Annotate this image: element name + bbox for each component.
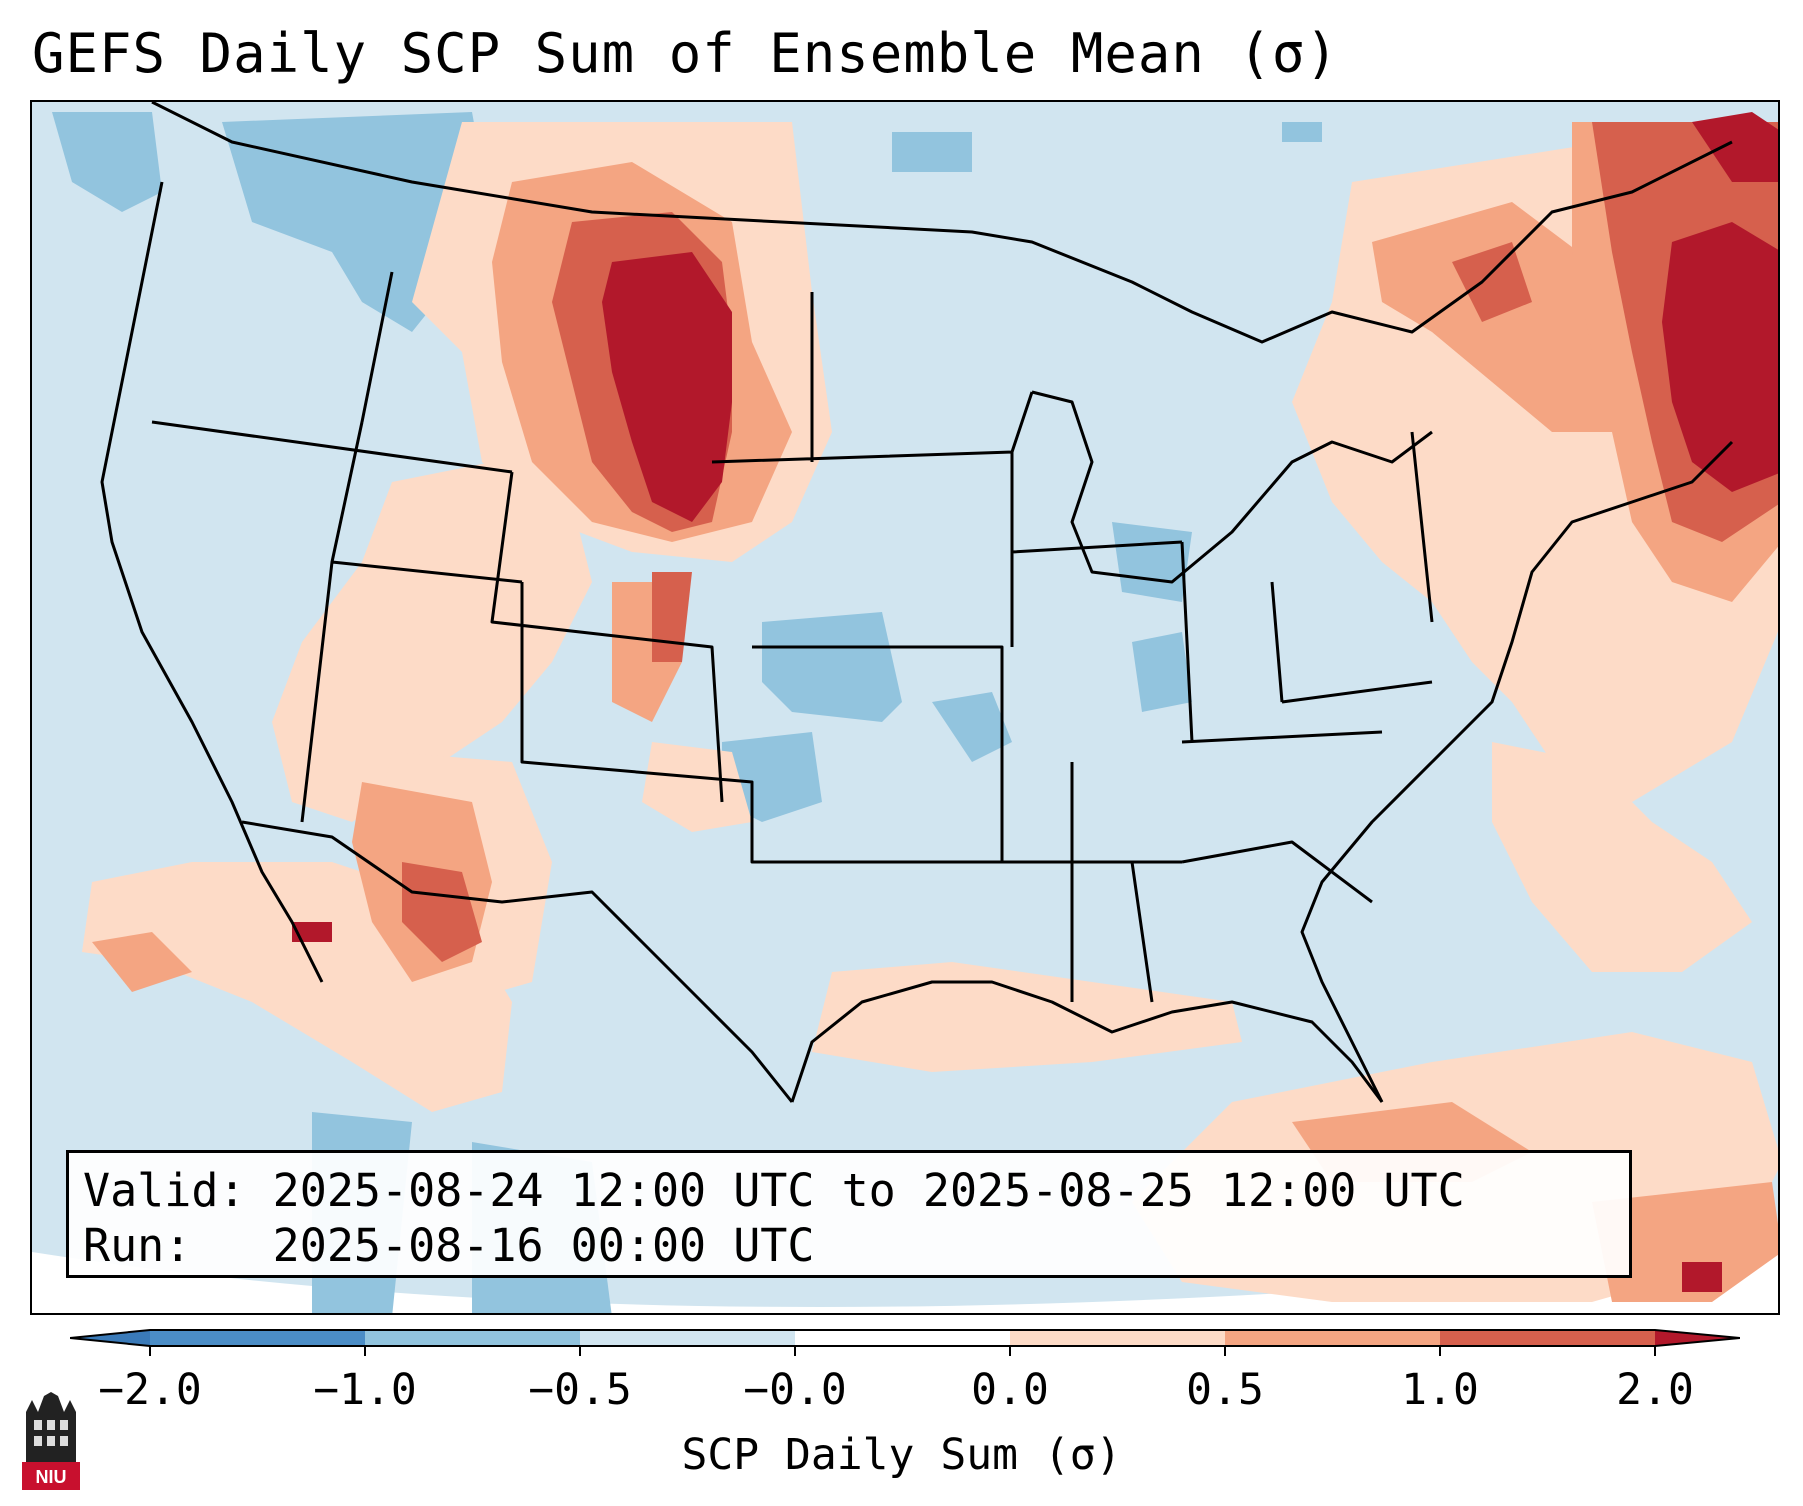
west-coast: [100, 181, 324, 983]
great-lakes: [1031, 390, 1433, 584]
us-mexico-border: [241, 820, 794, 1103]
colorbar-tick-label: 0.5: [1186, 1365, 1264, 1415]
colorbar-bin: [365, 1330, 580, 1346]
scp-map: [32, 102, 1778, 1313]
niu-logo: NIU: [22, 1392, 80, 1490]
valid-time-line: Valid: 2025-08-24 12:00 UTC to 2025-08-2…: [83, 1164, 1465, 1217]
valid-run-info-box: Valid: 2025-08-24 12:00 UTC to 2025-08-2…: [66, 1150, 1632, 1278]
colorbar-tick-label: −0.5: [528, 1365, 632, 1415]
colorbar-extend-low: [70, 1330, 150, 1346]
niu-badge: [22, 1462, 80, 1490]
southwest-max: [402, 862, 482, 962]
us-canada-border: [151, 102, 1733, 344]
colorbar-tick-label: 2.0: [1616, 1365, 1694, 1415]
state-lines: [151, 271, 1434, 1003]
colorbar-bin: [580, 1330, 795, 1346]
colorbar-ticks: [149, 1346, 1656, 1356]
run-time-line: Run: 2025-08-16 00:00 UTC: [83, 1219, 815, 1272]
colorbar-bin: [150, 1330, 365, 1346]
boundaries: [100, 102, 1734, 1103]
colorbar-tick-label: −0.0: [743, 1365, 847, 1415]
colorbar-bin: [1225, 1330, 1440, 1346]
map-panel: [30, 100, 1780, 1315]
colorbar: [70, 1329, 1740, 1356]
gulf-coast-band: [812, 962, 1242, 1072]
colorbar-extend-high: [1655, 1330, 1740, 1346]
tower-windows: [34, 1420, 68, 1446]
map-title: GEFS Daily SCP Sum of Ensemble Mean (σ): [32, 22, 1339, 85]
colorbar-tick-label: 1.0: [1401, 1365, 1479, 1415]
extreme-positive-regions: [292, 112, 1778, 1292]
colorbar-tick-label: −1.0: [313, 1365, 417, 1415]
niu-logo-text: NIU: [36, 1467, 67, 1487]
new-england-max: [1662, 222, 1778, 492]
east-coast: [1300, 440, 1734, 1103]
colorbar-bin: [1440, 1330, 1655, 1346]
colorbar-label: SCP Daily Sum (σ): [681, 1430, 1122, 1480]
colorbar-bin: [1010, 1330, 1225, 1346]
colorbar-tick-label: 0.0: [971, 1365, 1049, 1415]
gulf-coast: [790, 980, 1384, 1103]
colorbar-bin: [795, 1330, 1010, 1346]
southern-plains-min: [762, 612, 902, 722]
colorbar-tick-label: −2.0: [98, 1365, 202, 1415]
northern-rockies-max: [602, 252, 732, 522]
